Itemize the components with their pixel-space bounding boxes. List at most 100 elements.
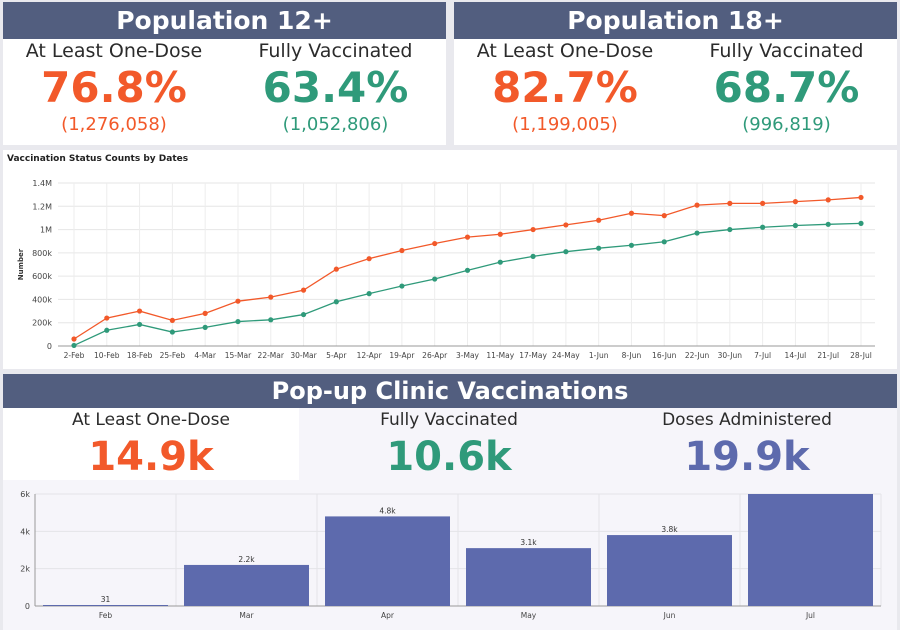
data-point xyxy=(596,217,602,223)
population-18-card: Population 18+ At Least One-Dose 82.7% (… xyxy=(454,2,897,145)
x-tick-label: 22-Mar xyxy=(258,351,285,360)
pop12-one-dose-percent: 76.8% xyxy=(41,63,187,112)
x-tick-label: 25-Feb xyxy=(160,351,186,360)
data-point xyxy=(825,197,831,203)
data-point xyxy=(432,240,438,247)
clinic-fully-vaccinated-value: 10.6k xyxy=(386,434,512,480)
bar-data-label: 4.8k xyxy=(379,506,396,515)
pop12-one-dose-stat: At Least One-Dose 76.8% (1,276,058) xyxy=(3,40,225,136)
pop18-one-dose-count: (1,199,005) xyxy=(512,114,618,135)
bar-data-label: 31 xyxy=(101,595,111,604)
pop12-one-dose-count: (1,276,058) xyxy=(61,114,167,135)
x-tick-label: 16-Jun xyxy=(652,351,677,360)
data-point xyxy=(727,200,733,206)
clinic-one-dose-label: At Least One-Dose xyxy=(72,410,230,430)
data-point xyxy=(399,283,405,289)
data-point xyxy=(366,291,372,297)
data-point xyxy=(661,239,667,245)
data-point xyxy=(300,287,307,293)
data-point xyxy=(71,342,77,349)
pop12-one-dose-label: At Least One-Dose xyxy=(25,40,203,62)
clinic-doses-label: Doses Administered xyxy=(662,410,832,430)
population-12-card: Population 12+ At Least One-Dose 76.8% (… xyxy=(3,2,446,145)
clinic-one-dose-stat: At Least One-Dose 14.9k xyxy=(3,410,299,484)
data-point xyxy=(169,329,175,335)
pop12-fully-vaccinated-label: Fully Vaccinated xyxy=(258,40,413,62)
x-tick-label: Apr xyxy=(381,611,395,620)
data-point xyxy=(366,256,372,262)
x-tick-label: 2-Feb xyxy=(64,351,85,360)
x-tick-label: 3-May xyxy=(456,351,480,360)
vaccination-status-line-chart: 0 200k 400k 600k 800k 1M 1.2M 1.4M 2-Feb 10-Feb 18… xyxy=(17,179,875,360)
clinic-one-dose-panel xyxy=(3,408,299,480)
pop18-fully-vaccinated-label: Fully Vaccinated xyxy=(709,40,864,62)
data-point xyxy=(727,226,733,233)
data-point xyxy=(694,202,700,208)
data-point xyxy=(464,234,471,240)
clinic-fully-vaccinated-label: Fully Vaccinated xyxy=(380,410,518,430)
data-point xyxy=(268,317,274,323)
bar-apr xyxy=(325,516,450,606)
y-tick-label: 6k xyxy=(20,490,30,499)
pop18-fully-vaccinated-count: (996,819) xyxy=(742,114,831,135)
bar-feb xyxy=(43,605,168,606)
pop12-fully-vaccinated-stat: Fully Vaccinated 63.4% (1,052,806) xyxy=(225,40,446,136)
data-point xyxy=(760,224,766,230)
x-tick-label: Mar xyxy=(239,611,254,620)
y-tick-label: 1.2M xyxy=(32,202,52,211)
pop18-one-dose-label: At Least One-Dose xyxy=(476,40,654,62)
x-tick-label: 30-Mar xyxy=(290,351,317,360)
data-point xyxy=(530,253,536,259)
bar-data-label: 2.2k xyxy=(238,555,255,564)
y-tick-label: 800k xyxy=(32,249,52,258)
data-point xyxy=(136,321,143,328)
bar-jun xyxy=(607,535,732,606)
y-tick-label: 0 xyxy=(25,602,30,611)
data-point xyxy=(628,210,635,216)
clinic-monthly-bar-chart: 0 2k 4k 6k 31 Feb 2.2k Mar 4.8k Apr 3.1k May 3.8k Jun… xyxy=(20,490,882,620)
y-tick-label: 200k xyxy=(32,319,52,328)
y-tick-label: 4k xyxy=(20,527,30,536)
x-tick-label: 8-Jun xyxy=(622,351,642,360)
x-tick-label: Feb xyxy=(99,611,113,620)
data-point xyxy=(333,266,339,272)
population-18-title: Population 18+ xyxy=(454,2,897,39)
y-tick-label: 600k xyxy=(32,272,52,281)
data-point xyxy=(497,231,503,237)
data-point xyxy=(858,220,864,227)
x-tick-label: 5-Apr xyxy=(326,351,347,360)
data-point xyxy=(792,222,799,229)
x-tick-label: 1-Jun xyxy=(589,351,609,360)
pop18-one-dose-stat: At Least One-Dose 82.7% (1,199,005) xyxy=(454,40,676,136)
data-point xyxy=(530,226,536,233)
pop18-one-dose-percent: 82.7% xyxy=(492,63,638,112)
x-tick-label: 17-May xyxy=(519,351,547,360)
x-tick-label: 12-Apr xyxy=(357,351,383,360)
x-tick-label: 15-Mar xyxy=(225,351,252,360)
data-point xyxy=(399,247,405,254)
data-point xyxy=(760,200,766,206)
x-tick-label: 24-May xyxy=(552,351,580,360)
clinic-doses-value: 19.9k xyxy=(684,434,810,480)
bar-mar xyxy=(184,564,309,606)
bar-jul xyxy=(748,494,873,606)
pop18-fully-vaccinated-stat: Fully Vaccinated 68.7% (996,819) xyxy=(676,40,897,136)
popup-clinic-title: Pop-up Clinic Vaccinations xyxy=(3,374,897,408)
x-tick-label: 7-Jul xyxy=(754,351,771,360)
x-tick-label: 26-Apr xyxy=(422,351,448,360)
x-tick-label: 11-May xyxy=(486,351,514,360)
x-tick-label: 21-Jul xyxy=(817,351,839,360)
data-point xyxy=(825,221,831,227)
data-point xyxy=(596,245,602,251)
data-point xyxy=(858,194,864,201)
data-point xyxy=(563,249,569,255)
y-tick-label: 400k xyxy=(32,295,52,304)
data-point xyxy=(661,213,667,219)
x-tick-label: 28-Jul xyxy=(850,351,872,360)
x-tick-label: 10-Feb xyxy=(94,351,120,360)
data-point xyxy=(694,230,700,236)
data-point xyxy=(792,199,799,205)
x-tick-label: May xyxy=(521,611,537,620)
data-point xyxy=(71,336,77,342)
vaccination-status-chart-card: Vaccination Status Counts by Dates 0 200k… xyxy=(3,150,897,369)
